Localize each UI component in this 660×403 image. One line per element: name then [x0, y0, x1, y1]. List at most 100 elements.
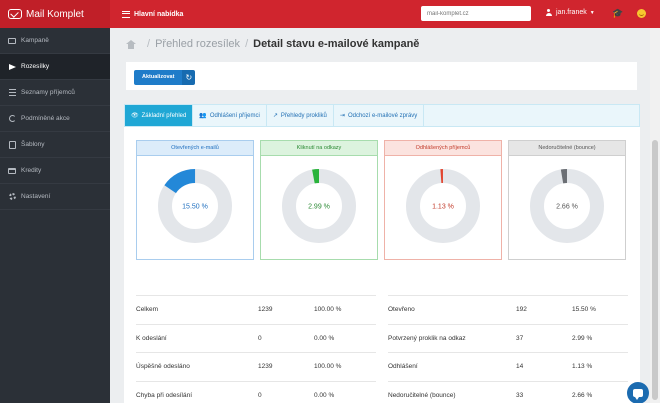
- graduation-cap-icon[interactable]: 🎓: [612, 8, 624, 18]
- tab-label: Odhlášení příjemci: [209, 112, 260, 119]
- table-row: Nedoručitelné (bounce) 33 2.66 %: [388, 380, 628, 403]
- condition-icon: [8, 115, 16, 123]
- scrollbar-thumb[interactable]: [652, 140, 658, 400]
- sidebar-item-label: Podmíněné akce: [21, 115, 70, 122]
- tab-unsubscribed[interactable]: 👥 Odhlášení příjemci: [193, 105, 267, 126]
- user-menu[interactable]: jan.franek ▼: [545, 9, 595, 16]
- breadcrumb: / Přehled rozesílek / Detail stavu e-mai…: [126, 38, 419, 50]
- card-clicks: Kliknutí na odkazy 2.99 %: [260, 140, 378, 260]
- stat-percent: 0.00 %: [314, 391, 335, 399]
- donut-value-label: 1.13 %: [432, 204, 454, 211]
- stat-label: Chyba při odesílání: [136, 391, 193, 399]
- caret-down-icon: ▼: [589, 9, 595, 16]
- external-link-icon: ↗: [272, 113, 278, 119]
- tab-label: Přehledy prokliků: [280, 112, 327, 119]
- user-icon: [545, 9, 552, 16]
- stat-label: Úspěšně odesláno: [136, 363, 190, 371]
- users-icon: 👥: [199, 113, 207, 119]
- sidebar-item-label: Seznamy příjemců: [21, 89, 75, 96]
- sidebar-item-templates[interactable]: Šablony: [0, 132, 110, 158]
- sidebar-item-label: Rozesílky: [21, 63, 50, 70]
- donut-arc: [406, 169, 480, 243]
- template-icon: [8, 140, 16, 149]
- sidebar-item-label: Šablony: [21, 141, 45, 148]
- stat-label: Otevřeno: [388, 306, 415, 314]
- toolbar-panel: Aktualizovat ↻: [126, 62, 637, 90]
- stat-count: 0: [258, 334, 262, 342]
- logo[interactable]: Mail Komplet: [0, 0, 110, 28]
- sidebar-item-settings[interactable]: Nastavení: [0, 184, 110, 210]
- mail-logo-icon: [8, 9, 22, 19]
- stat-label: Nedoručitelné (bounce): [388, 391, 456, 399]
- donut-value-label: 2.99 %: [308, 204, 330, 211]
- stat-cards: Otevřených e-mailů 15.50 % Kliknutí na o…: [136, 140, 626, 260]
- stat-count: 14: [516, 363, 524, 371]
- sidebar-item-campaigns[interactable]: Kampaně: [0, 28, 110, 54]
- donut-track: [530, 169, 604, 243]
- stats-left-column: Celkem 1239 100.00 % K odeslání 0 0.00 % Úsp…: [136, 295, 376, 403]
- breadcrumb-parent[interactable]: Přehled rozesílek: [155, 38, 241, 50]
- stat-count: 37: [516, 334, 524, 342]
- donut-chart-clicks: 2.99 %: [282, 169, 356, 243]
- stat-label: Celkem: [136, 306, 159, 314]
- table-row: Odhlášení 14 1.13 %: [388, 352, 628, 381]
- stat-count: 1239: [258, 306, 273, 314]
- search-input[interactable]: [421, 6, 531, 21]
- stat-count: 33: [516, 391, 524, 399]
- chat-button[interactable]: [627, 382, 649, 403]
- list-icon: [8, 89, 16, 97]
- card-title: Nedoručitelné (bounce): [509, 141, 625, 156]
- tab-outgoing-messages[interactable]: ⇥ Odchozí e-mailové zprávy: [334, 105, 425, 126]
- sidebar-item-recipient-lists[interactable]: Seznamy příjemců: [0, 80, 110, 106]
- overview-panel: 👁 Základní přehled 👥 Odhlášení příjemci …: [124, 104, 640, 403]
- sidebar-item-mailings[interactable]: Rozesílky: [0, 54, 110, 80]
- scrollbar[interactable]: [650, 28, 660, 403]
- donut-chart-bounce: 2.66 %: [530, 169, 604, 243]
- stat-percent: 2.99 %: [572, 334, 593, 342]
- refresh-button[interactable]: Aktualizovat ↻: [134, 70, 196, 85]
- stat-percent: 0.00 %: [314, 334, 335, 342]
- hamburger-icon: [122, 10, 130, 18]
- send-icon: [8, 63, 16, 71]
- tab-label: Základní přehled: [141, 112, 187, 119]
- refresh-icon[interactable]: ↻: [182, 70, 196, 85]
- stat-percent: 1.13 %: [572, 363, 593, 371]
- stat-label: Potvrzený proklik na odkaz: [388, 334, 466, 342]
- tab-basic-overview[interactable]: 👁 Základní přehled: [125, 105, 194, 126]
- credit-card-icon: [8, 167, 16, 175]
- card-title: Otevřených e-mailů: [137, 141, 253, 156]
- donut-chart-unsubscribed: 1.13 %: [406, 169, 480, 243]
- eye-icon: 👁: [131, 113, 139, 119]
- main-menu-button[interactable]: Hlavní nabídka: [122, 10, 184, 18]
- card-title: Kliknutí na odkazy: [261, 141, 377, 156]
- donut-chart-opened: 15.50 %: [158, 169, 232, 243]
- table-row: Celkem 1239 100.00 %: [136, 295, 376, 324]
- stat-label: Odhlášení: [388, 363, 418, 371]
- mail-icon: [8, 37, 16, 45]
- home-icon[interactable]: [126, 39, 136, 49]
- donut-value-label: 2.66 %: [556, 204, 578, 211]
- tab-click-reports[interactable]: ↗ Přehledy prokliků: [267, 105, 334, 126]
- card-unsubscribed: Odhlášených příjemců 1.13 %: [384, 140, 502, 260]
- gear-icon: [8, 193, 16, 201]
- donut-arc: [158, 169, 232, 243]
- sidebar-item-label: Kampaně: [21, 37, 49, 44]
- sidebar-item-conditional-actions[interactable]: Podmíněné akce: [0, 106, 110, 132]
- smiley-icon[interactable]: [637, 9, 646, 18]
- stat-percent: 100.00 %: [314, 306, 342, 314]
- table-row: Potvrzený proklik na odkaz 37 2.99 %: [388, 323, 628, 353]
- sidebar-item-credits[interactable]: Kredity: [0, 158, 110, 184]
- stat-percent: 2.66 %: [572, 391, 593, 399]
- user-name: jan.franek: [556, 9, 587, 16]
- donut-track: [406, 169, 480, 243]
- donut-arc: [530, 169, 604, 243]
- tab-label: Odchozí e-mailové zprávy: [347, 112, 418, 119]
- sidebar-item-label: Kredity: [21, 167, 42, 174]
- main-menu-label: Hlavní nabídka: [134, 10, 184, 18]
- donut-value-label: 15.50 %: [182, 204, 208, 211]
- refresh-button-label[interactable]: Aktualizovat: [134, 70, 183, 85]
- stat-percent: 100.00 %: [314, 363, 342, 371]
- card-title: Odhlášených příjemců: [385, 141, 501, 156]
- table-row: Úspěšně odesláno 1239 100.00 %: [136, 352, 376, 381]
- main-content: / Přehled rozesílek / Detail stavu e-mai…: [110, 28, 650, 403]
